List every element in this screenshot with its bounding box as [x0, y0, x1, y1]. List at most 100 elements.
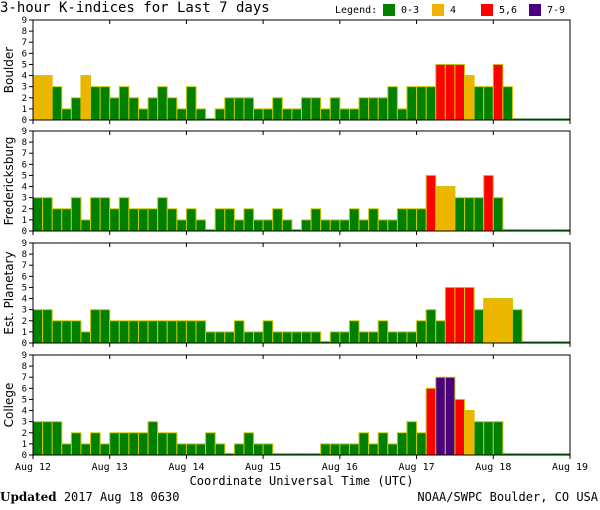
- k-index-bar: [90, 432, 101, 456]
- k-index-bar: [262, 219, 274, 232]
- k-index-bar: [531, 341, 542, 343]
- y-tick-label: 8: [22, 27, 27, 37]
- k-index-bar: [80, 75, 92, 121]
- y-tick-label: 6: [22, 49, 27, 59]
- k-index-bar: [128, 208, 139, 232]
- k-index-bar: [512, 229, 523, 231]
- y-tick-label: 1: [22, 328, 27, 338]
- k-index-bar: [522, 229, 532, 231]
- k-index-bar: [109, 97, 120, 121]
- k-index-bar: [541, 118, 551, 120]
- y-tick-label: 2: [22, 429, 27, 439]
- k-index-bar: [80, 331, 92, 344]
- k-index-bar: [291, 229, 302, 231]
- y-tick-label: 0: [22, 116, 27, 126]
- k-index-bar: [99, 86, 111, 121]
- k-index-bar: [560, 229, 570, 231]
- k-index-bar: [118, 432, 130, 456]
- y-tick-label: 2: [22, 205, 27, 215]
- k-index-bar: [473, 197, 485, 232]
- y-tick-label: 7: [22, 149, 27, 159]
- legend-swatch: [432, 4, 444, 16]
- updated-value: 2017 Aug 18 0630: [63, 490, 180, 504]
- k-index-bar: [109, 320, 120, 344]
- k-index-bar: [243, 97, 255, 121]
- k-index-bar: [329, 443, 341, 456]
- k-index-bar: [32, 75, 44, 121]
- k-index-bar: [301, 219, 312, 232]
- y-tick-label: 6: [22, 384, 27, 394]
- k-index-bar: [512, 118, 523, 120]
- k-index-bar: [80, 219, 92, 232]
- k-index-bar: [348, 320, 360, 344]
- k-index-bar: [99, 197, 111, 232]
- k-index-bar: [425, 387, 437, 456]
- k-index-bar: [195, 108, 207, 121]
- y-tick-label: 3: [22, 418, 27, 428]
- k-index-bar: [339, 219, 350, 232]
- k-index-bar: [454, 63, 466, 121]
- k-index-bar: [550, 341, 561, 343]
- k-index-bar: [42, 421, 53, 456]
- x-tick-label: Aug 18: [475, 462, 511, 473]
- y-tick-label: 0: [22, 451, 27, 461]
- k-index-bar: [32, 421, 44, 456]
- y-tick-label: 8: [22, 250, 27, 260]
- legend-swatch: [529, 4, 541, 16]
- k-index-bar: [262, 443, 274, 456]
- k-index-bar: [205, 331, 216, 344]
- k-index-bar: [377, 320, 389, 344]
- y-tick-label: 8: [22, 138, 27, 148]
- k-index-bar: [502, 229, 513, 231]
- k-index-bar: [205, 229, 216, 231]
- k-index-bar: [195, 320, 207, 344]
- k-index-bar: [99, 309, 111, 344]
- k-index-bar: [70, 197, 82, 232]
- k-index-bar: [406, 86, 418, 121]
- k-index-bar: [195, 443, 207, 456]
- k-index-bar: [51, 208, 63, 232]
- k-index-bar: [185, 443, 197, 456]
- k-index-bar: [320, 219, 331, 232]
- k-index-bar: [454, 197, 466, 232]
- k-index-bar: [70, 97, 82, 121]
- k-index-bar: [348, 443, 360, 456]
- k-index-bar: [272, 453, 283, 455]
- k-index-bar: [157, 432, 168, 456]
- k-index-bar: [214, 443, 226, 456]
- k-index-bar: [272, 208, 283, 232]
- k-index-bar: [483, 174, 494, 232]
- k-index-bar: [61, 320, 72, 344]
- y-tick-label: 3: [22, 306, 27, 316]
- k-index-bar: [51, 86, 63, 121]
- k-index-bar: [483, 421, 494, 456]
- k-index-bar: [492, 63, 504, 121]
- k-index-bar: [253, 443, 264, 456]
- y-tick-label: 0: [22, 227, 27, 237]
- k-index-bar: [195, 219, 207, 232]
- x-tick-label: Aug 13: [92, 462, 128, 473]
- k-index-bar: [128, 97, 139, 121]
- k-index-bar: [311, 453, 321, 455]
- station-label: Boulder: [2, 47, 16, 94]
- k-index-bar: [310, 208, 322, 232]
- k-index-bar: [118, 197, 130, 232]
- k-index-bar: [157, 197, 168, 232]
- k-index-bar: [502, 453, 513, 455]
- station-label: College: [2, 383, 16, 428]
- k-index-bar: [205, 432, 216, 456]
- k-index-bar: [233, 97, 245, 121]
- k-index-bar: [483, 298, 494, 344]
- k-index-bar: [425, 174, 437, 232]
- k-index-bar: [272, 97, 283, 121]
- y-tick-label: 4: [22, 295, 27, 305]
- k-index-bar: [61, 208, 72, 232]
- station-label: Fredericksburg: [2, 137, 16, 226]
- k-index-bar: [416, 208, 427, 232]
- k-index-bar: [137, 108, 149, 121]
- y-tick-label: 5: [22, 283, 27, 293]
- k-index-bar: [406, 208, 418, 232]
- k-index-bar: [262, 320, 274, 344]
- k-index-bar: [291, 453, 302, 455]
- k-index-bar: [550, 453, 561, 455]
